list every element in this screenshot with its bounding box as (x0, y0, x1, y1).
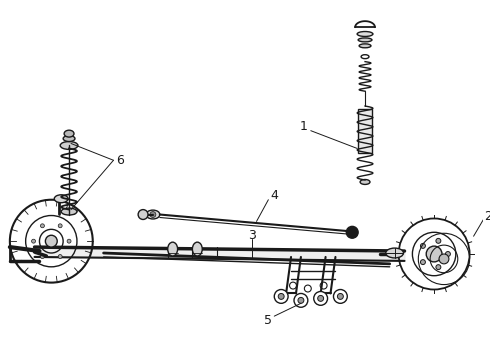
Circle shape (334, 289, 347, 303)
Circle shape (436, 238, 441, 243)
Ellipse shape (61, 208, 77, 215)
Circle shape (420, 243, 425, 248)
Circle shape (426, 246, 442, 262)
Circle shape (278, 293, 284, 300)
Circle shape (138, 210, 148, 220)
Circle shape (150, 212, 156, 217)
Ellipse shape (357, 32, 373, 36)
Circle shape (294, 293, 308, 307)
Circle shape (338, 293, 343, 300)
Ellipse shape (168, 242, 177, 256)
Text: 1: 1 (300, 120, 308, 133)
Circle shape (41, 224, 45, 228)
Ellipse shape (63, 136, 75, 141)
Ellipse shape (54, 195, 68, 203)
Circle shape (67, 239, 71, 243)
Text: 4: 4 (270, 189, 278, 202)
Circle shape (445, 252, 450, 256)
Ellipse shape (146, 210, 160, 219)
Ellipse shape (358, 38, 372, 42)
Ellipse shape (360, 180, 370, 184)
Text: 5: 5 (265, 314, 272, 327)
Circle shape (420, 260, 425, 265)
Circle shape (31, 239, 35, 243)
Circle shape (274, 289, 288, 303)
Circle shape (314, 292, 327, 305)
Circle shape (318, 296, 323, 301)
Circle shape (41, 255, 45, 258)
Circle shape (436, 265, 441, 270)
Text: 2: 2 (485, 210, 490, 223)
Circle shape (46, 235, 57, 247)
Ellipse shape (193, 242, 202, 256)
Ellipse shape (386, 248, 404, 258)
Circle shape (346, 226, 358, 238)
Ellipse shape (359, 44, 371, 48)
Bar (358, 109, 372, 153)
Text: 6: 6 (117, 154, 124, 167)
Circle shape (58, 224, 62, 228)
Ellipse shape (64, 130, 74, 137)
Circle shape (439, 254, 449, 264)
Circle shape (58, 255, 62, 258)
Text: 3: 3 (247, 229, 255, 242)
Circle shape (298, 297, 304, 303)
Ellipse shape (60, 141, 78, 149)
